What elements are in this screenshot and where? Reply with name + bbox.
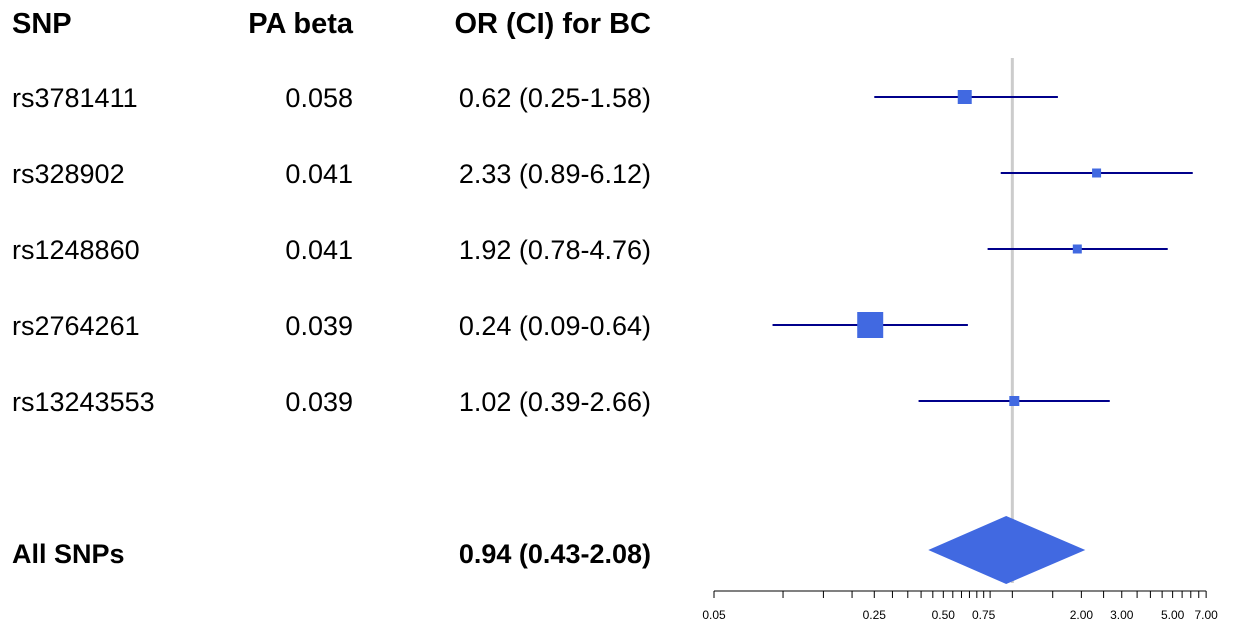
header-pa-beta: PA beta (248, 8, 354, 40)
forest-rows: rs3781411 0.058 0.62 (0.25-1.58) rs328902 0.… (12, 83, 1193, 417)
x-tick-label: 2.00 (1070, 608, 1094, 622)
or-box (1072, 244, 1082, 254)
header-snp: SNP (12, 8, 72, 40)
summary-diamond (928, 516, 1086, 584)
row-or-ci: 1.02 (0.39-2.66) (459, 387, 651, 417)
row-or-ci: 2.33 (0.89-6.12) (459, 159, 651, 189)
x-tick-label: 7.00 (1194, 608, 1218, 622)
x-tick-label: 5.00 (1161, 608, 1185, 622)
row-snp: rs13243553 (12, 387, 155, 417)
row-or-ci: 1.92 (0.78-4.76) (459, 235, 651, 265)
x-axis: 0.05 0.25 0.50 0.75 2.00 3.00 5.00 7.00 (702, 590, 1218, 622)
forest-row: rs3781411 0.058 0.62 (0.25-1.58) (12, 83, 1058, 113)
forest-row: rs328902 0.041 2.33 (0.89-6.12) (12, 159, 1193, 189)
or-box (957, 90, 972, 104)
row-pa-beta: 0.039 (285, 311, 353, 341)
x-tick-label: 3.00 (1110, 608, 1134, 622)
or-box (1092, 168, 1102, 178)
or-box (857, 312, 884, 338)
summary-label: All SNPs (12, 539, 125, 569)
row-or-ci: 0.24 (0.09-0.64) (459, 311, 651, 341)
x-tick-label: 0.25 (863, 608, 887, 622)
header-or-ci: OR (CI) for BC (454, 8, 651, 40)
summary-row: All SNPs 0.94 (0.43-2.08) (12, 516, 1086, 584)
forest-row: rs1248860 0.041 1.92 (0.78-4.76) (12, 235, 1168, 265)
row-pa-beta: 0.058 (285, 83, 353, 113)
or-box (1009, 396, 1020, 406)
row-snp: rs328902 (12, 159, 125, 189)
row-or-ci: 0.62 (0.25-1.58) (459, 83, 651, 113)
row-pa-beta: 0.041 (285, 235, 353, 265)
row-snp: rs1248860 (12, 235, 140, 265)
forest-row: rs2764261 0.039 0.24 (0.09-0.64) (12, 311, 968, 341)
x-tick-label: 0.05 (702, 608, 726, 622)
summary-or-ci: 0.94 (0.43-2.08) (459, 539, 651, 569)
forest-row: rs13243553 0.039 1.02 (0.39-2.66) (12, 387, 1110, 417)
x-tick-label: 0.50 (932, 608, 956, 622)
x-tick-label: 0.75 (972, 608, 996, 622)
row-pa-beta: 0.039 (285, 387, 353, 417)
row-snp: rs2764261 (12, 311, 140, 341)
row-snp: rs3781411 (12, 83, 138, 113)
row-pa-beta: 0.041 (285, 159, 353, 189)
